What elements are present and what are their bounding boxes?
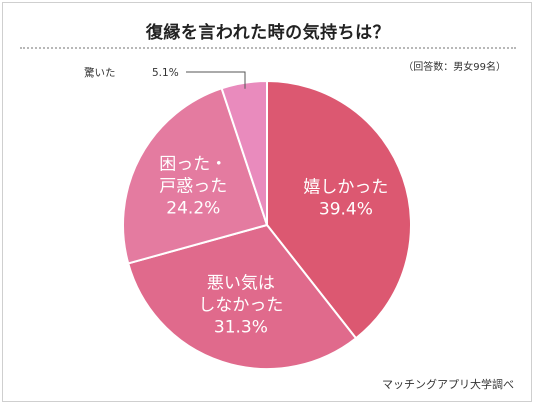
slice-label-3: 驚いた: [84, 66, 116, 79]
slice-label-2-line-0: 困った・: [159, 155, 227, 175]
pie-slice-2: [122, 87, 269, 265]
source-credit: マッチングアプリ大学調べ: [382, 378, 514, 391]
chart-frame: [2, 2, 532, 402]
chart-title: 復縁を言われた時の気持ちは？: [145, 23, 391, 43]
pie-slice-3: [220, 79, 268, 226]
slice-value-3: 5.1%: [152, 67, 179, 79]
title-divider: [20, 47, 516, 49]
slice-label-1-line-1: しなかった: [198, 295, 283, 315]
slice-value-0: 39.4%: [319, 200, 373, 220]
leader-line-3: [186, 71, 246, 89]
pie-slice-0: [266, 79, 412, 340]
slice-label-0-line-0: 嬉しかった: [303, 178, 388, 198]
respondent-note: （回答数：男女99名）: [403, 62, 506, 73]
slice-label-2-line-1: 戸惑った: [159, 177, 227, 197]
slice-value-1: 31.3%: [214, 317, 268, 337]
slice-label-1-line-0: 悪い気は: [207, 273, 275, 293]
slice-value-2: 24.2%: [166, 199, 220, 219]
pie-slice-1: [126, 223, 358, 370]
